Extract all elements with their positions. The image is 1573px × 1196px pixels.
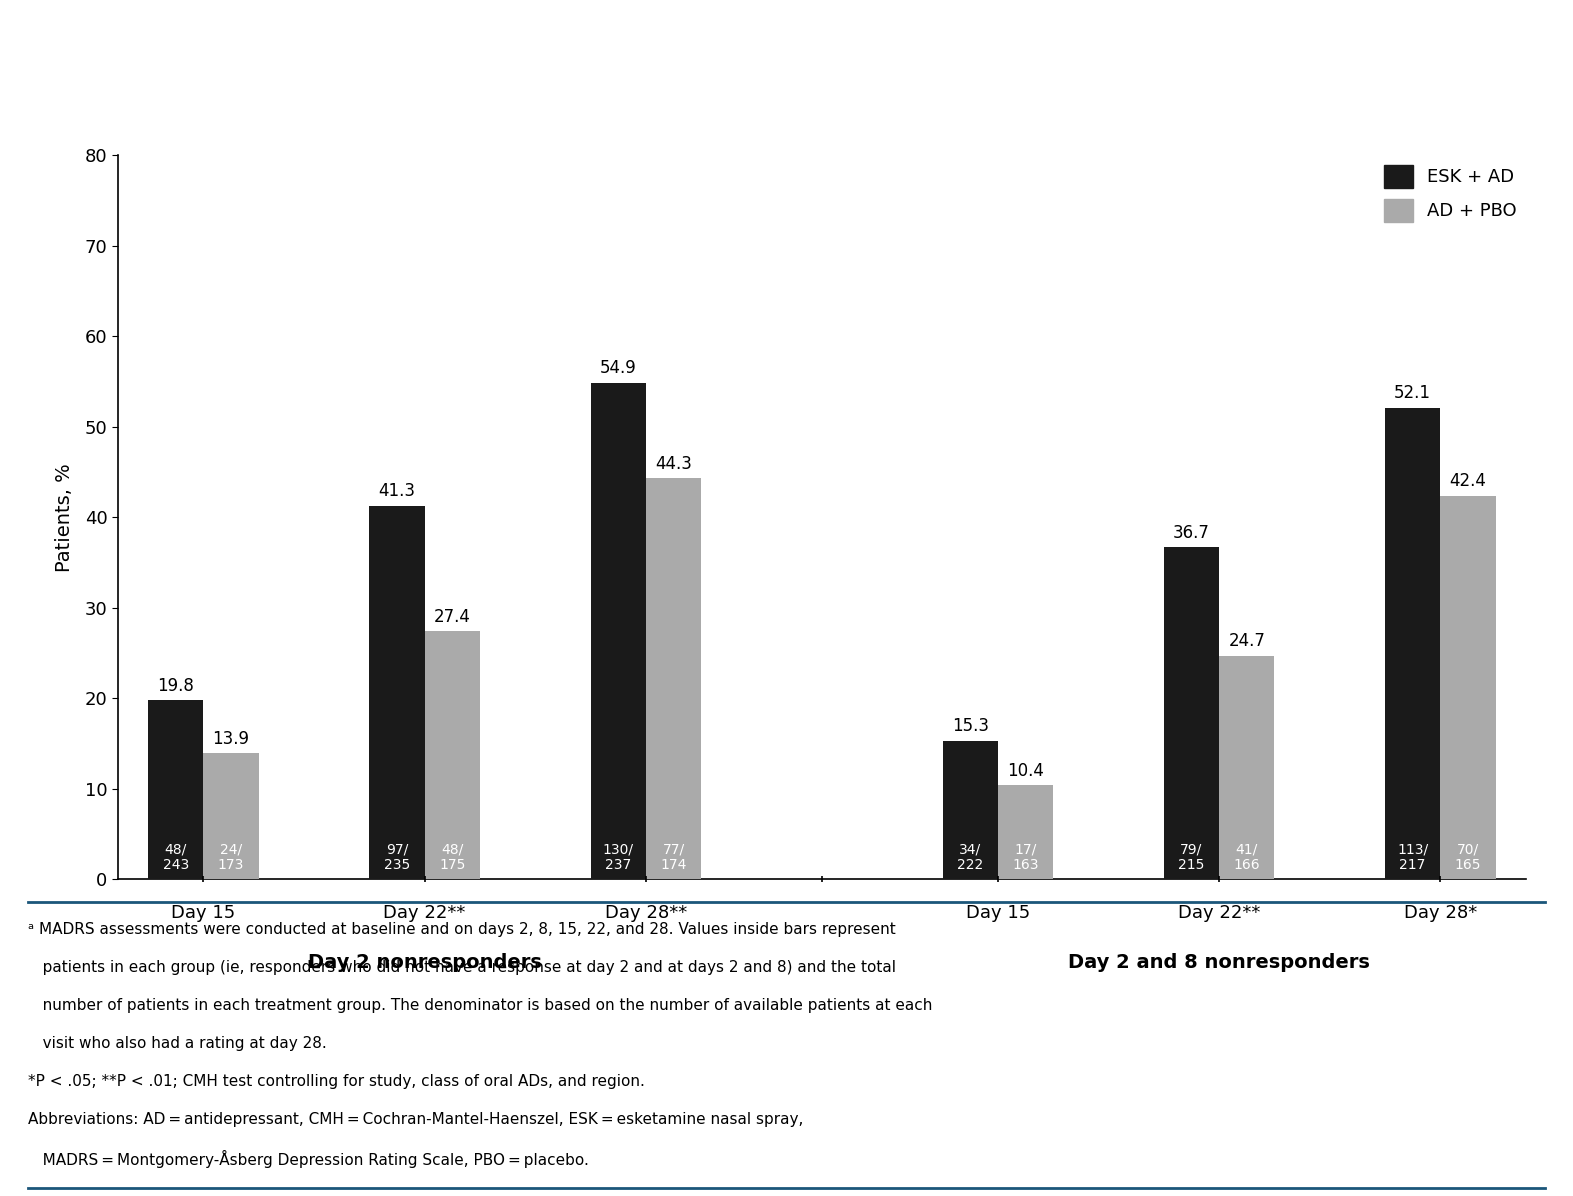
Text: Day 15: Day 15	[966, 904, 1030, 922]
Text: 34/
222: 34/ 222	[956, 842, 983, 872]
Text: 130/
237: 130/ 237	[602, 842, 634, 872]
Text: 52.1: 52.1	[1394, 384, 1431, 402]
Bar	[370, 506, 425, 879]
Text: 44.3: 44.3	[654, 454, 692, 472]
Text: Day 2 and 8 nonresponders: Day 2 and 8 nonresponders	[1068, 953, 1370, 972]
Text: ᵃ MADRS assessments were conducted at baseline and on days 2, 8, 15, 22, and 28.: ᵃ MADRS assessments were conducted at ba…	[28, 921, 897, 936]
Text: 36.7: 36.7	[1173, 524, 1210, 542]
Bar	[590, 383, 647, 879]
Bar	[1441, 495, 1496, 879]
Y-axis label: Patients, %: Patients, %	[55, 463, 74, 572]
Text: Day 15: Day 15	[171, 904, 236, 922]
Text: 77/
174: 77/ 174	[661, 842, 687, 872]
Bar	[148, 700, 203, 879]
Text: 113/
217: 113/ 217	[1397, 842, 1428, 872]
Text: 54.9: 54.9	[599, 359, 637, 377]
Bar	[1219, 655, 1274, 879]
Text: 24/
173: 24/ 173	[219, 842, 244, 872]
Text: 42.4: 42.4	[1450, 472, 1486, 490]
Text: 15.3: 15.3	[952, 718, 989, 736]
Text: Day 28*: Day 28*	[1403, 904, 1477, 922]
Text: 19.8: 19.8	[157, 677, 193, 695]
Text: *P < .05; **P < .01; CMH test controlling for study, class of oral ADs, and regi: *P < .05; **P < .01; CMH test controllin…	[28, 1074, 645, 1090]
Text: 13.9: 13.9	[212, 730, 250, 748]
Legend: ESK + AD, AD + PBO: ESK + AD, AD + PBO	[1384, 165, 1516, 221]
Text: visit who also had a rating at day 28.: visit who also had a rating at day 28.	[28, 1036, 327, 1051]
Bar	[203, 753, 258, 879]
Text: 70/
165: 70/ 165	[1455, 842, 1482, 872]
Text: Day 22**: Day 22**	[1178, 904, 1260, 922]
Text: Abbreviations: AD = antidepressant, CMH = Cochran-Mantel-Haenszel, ESK = esketam: Abbreviations: AD = antidepressant, CMH …	[28, 1112, 804, 1127]
Text: Figure 3. Response Rates by Study Visit and Treatment Among Patients Without an : Figure 3. Response Rates by Study Visit …	[24, 29, 1211, 53]
Text: 48/
175: 48/ 175	[439, 842, 466, 872]
Text: 24.7: 24.7	[1229, 633, 1265, 651]
Bar	[647, 478, 702, 879]
Text: 17/
163: 17/ 163	[1013, 842, 1038, 872]
Bar	[425, 631, 480, 879]
Bar	[1384, 408, 1441, 879]
Text: 79/
215: 79/ 215	[1178, 842, 1205, 872]
Text: number of patients in each treatment group. The denominator is based on the numb: number of patients in each treatment gro…	[28, 997, 933, 1013]
Text: 41.3: 41.3	[379, 482, 415, 500]
Text: Day 2 nonresponders: Day 2 nonresponders	[308, 953, 541, 972]
Text: Response: Response	[24, 87, 153, 112]
Bar	[1164, 547, 1219, 879]
Text: MADRS = Montgomery-Åsberg Depression Rating Scale, PBO = placebo.: MADRS = Montgomery-Åsberg Depression Rat…	[28, 1151, 590, 1168]
Text: 48/
243: 48/ 243	[162, 842, 189, 872]
Bar	[997, 785, 1054, 879]
Text: Day 22**: Day 22**	[384, 904, 466, 922]
Text: 10.4: 10.4	[1007, 762, 1044, 780]
Text: 97/
235: 97/ 235	[384, 842, 411, 872]
Text: 27.4: 27.4	[434, 608, 470, 626]
Text: 41/
166: 41/ 166	[1233, 842, 1260, 872]
Text: Day 28**: Day 28**	[604, 904, 687, 922]
Bar	[942, 740, 997, 879]
Text: patients in each group (ie, responders who did not have a response at day 2 and : patients in each group (ie, responders w…	[28, 959, 897, 975]
